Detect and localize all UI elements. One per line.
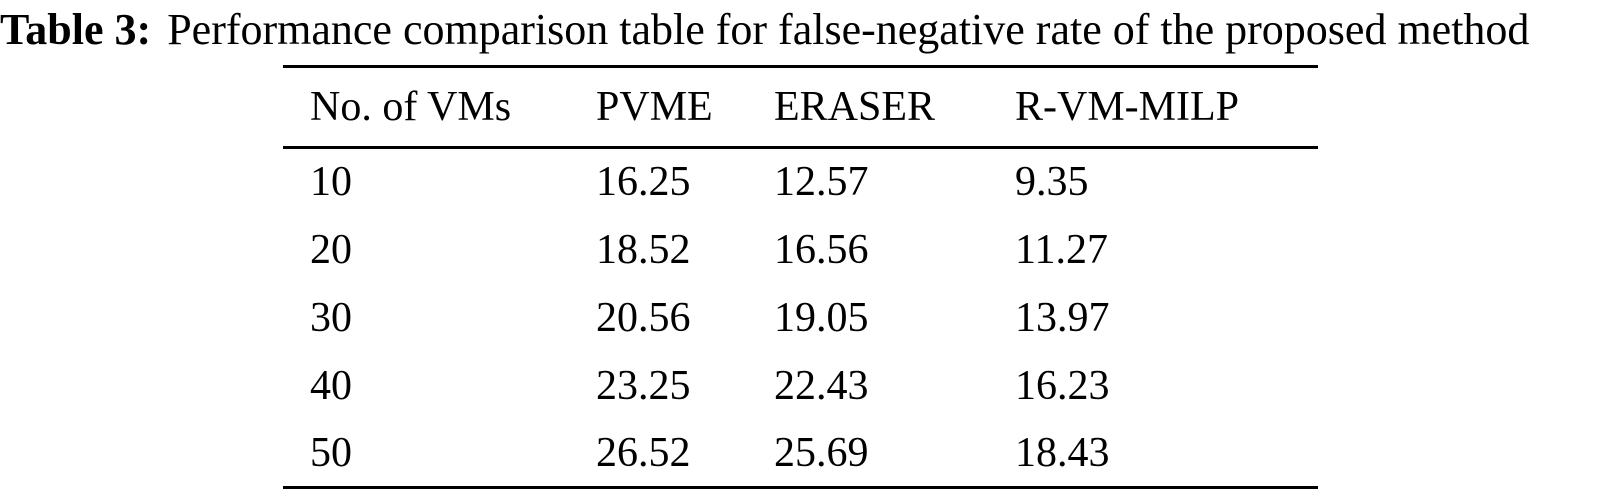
cell-vms: 20: [310, 226, 352, 273]
cell-pvme: 26.52: [596, 429, 691, 476]
table-row: 40 23.25 22.43 16.23: [283, 352, 1318, 420]
table-caption-label: Table 3:: [0, 5, 152, 54]
cell-r-vm-milp: 9.35: [1015, 159, 1089, 206]
cell-vms: 30: [310, 294, 352, 341]
table-row: 10 16.25 12.57 9.35: [283, 148, 1318, 216]
table-row: 20 18.52 16.56 11.27: [283, 216, 1318, 284]
column-header-pvme: PVME: [596, 66, 774, 149]
cell-pvme: 20.56: [596, 294, 691, 341]
cell-pvme: 18.52: [596, 226, 691, 273]
cell-r-vm-milp: 13.97: [1015, 294, 1110, 341]
column-header-no-of-vms: No. of VMs: [283, 66, 596, 149]
cell-r-vm-milp: 18.43: [1015, 429, 1110, 476]
table-row: 30 20.56 19.05 13.97: [283, 284, 1318, 352]
cell-eraser: 12.57: [774, 159, 869, 206]
cell-vms: 50: [310, 429, 352, 476]
cell-eraser: 22.43: [774, 362, 869, 409]
cell-pvme: 16.25: [596, 159, 691, 206]
column-header-eraser: ERASER: [774, 66, 1015, 149]
cell-eraser: 19.05: [774, 294, 869, 341]
table-header-row: No. of VMs PVME ERASER R-VM-MILP: [283, 66, 1318, 149]
cell-r-vm-milp: 11.27: [1015, 226, 1108, 273]
cell-pvme: 23.25: [596, 362, 691, 409]
table-row: 50 26.52 25.69 18.43: [283, 420, 1318, 488]
cell-eraser: 16.56: [774, 226, 869, 273]
cell-vms: 40: [310, 362, 352, 409]
cell-eraser: 25.69: [774, 429, 869, 476]
cell-vms: 10: [310, 159, 352, 206]
cell-r-vm-milp: 16.23: [1015, 362, 1110, 409]
table-caption-text: Performance comparison table for false-n…: [167, 5, 1530, 54]
performance-table: No. of VMs PVME ERASER R-VM-MILP 10 16.2…: [283, 65, 1318, 489]
table-caption: Table 3: Performance comparison table for…: [0, 4, 1603, 57]
column-header-r-vm-milp: R-VM-MILP: [1015, 66, 1318, 149]
